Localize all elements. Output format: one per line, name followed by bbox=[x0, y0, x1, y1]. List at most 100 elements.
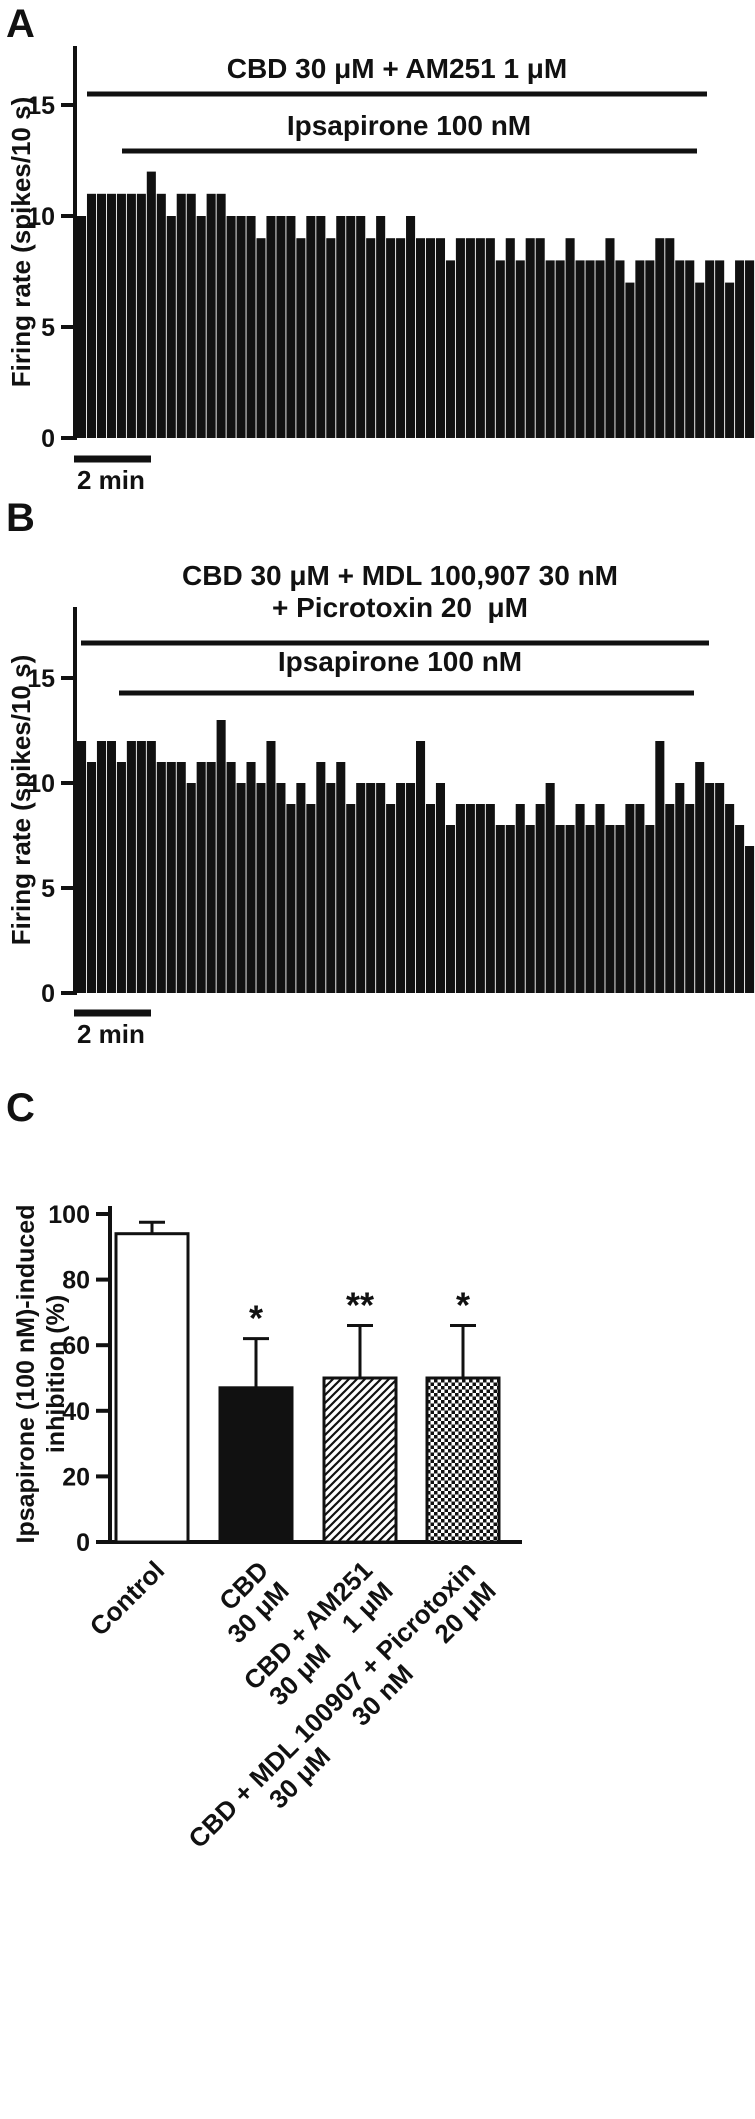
firing-rate-bin bbox=[725, 282, 735, 438]
firing-rate-bin bbox=[386, 238, 396, 438]
firing-rate-bin bbox=[525, 238, 535, 438]
y-tick-label: 5 bbox=[41, 314, 55, 342]
y-tick-label: 0 bbox=[41, 425, 55, 453]
firing-rate-bin bbox=[605, 238, 615, 438]
y-tick-label: 0 bbox=[41, 980, 55, 1008]
firing-rate-bin bbox=[615, 825, 625, 993]
firing-rate-bin bbox=[555, 260, 565, 438]
firing-rate-bin bbox=[136, 741, 146, 993]
firing-rate-bin bbox=[505, 825, 515, 993]
firing-rate-bin bbox=[595, 804, 605, 993]
firing-rate-bin bbox=[625, 804, 635, 993]
firing-rate-bin bbox=[525, 825, 535, 993]
firing-rate-bin bbox=[236, 216, 246, 438]
panel-b-label: B bbox=[6, 496, 35, 540]
time-scale-label: 2 min bbox=[77, 1019, 145, 1049]
firing-rate-bin bbox=[695, 282, 705, 438]
firing-rate-bin bbox=[266, 216, 276, 438]
treatment-label: + Picrotoxin 20 μM bbox=[272, 592, 528, 623]
firing-rate-bin bbox=[535, 804, 545, 993]
firing-rate-bin bbox=[166, 762, 176, 993]
y-tick-label: 10 bbox=[27, 203, 55, 231]
firing-rate-bin bbox=[495, 825, 505, 993]
firing-rate-bin bbox=[86, 762, 97, 993]
firing-rate-bin bbox=[475, 804, 485, 993]
firing-rate-bin bbox=[216, 193, 226, 438]
firing-rate-bin bbox=[246, 216, 256, 438]
firing-rate-bin bbox=[745, 846, 755, 993]
firing-rate-bin bbox=[455, 804, 465, 993]
firing-rate-bin bbox=[715, 783, 725, 993]
firing-rate-bin bbox=[406, 783, 416, 993]
firing-rate-bin bbox=[366, 783, 376, 993]
firing-rate-bin bbox=[136, 193, 146, 438]
firing-rate-bin bbox=[625, 282, 635, 438]
category-label: Control bbox=[84, 1555, 171, 1642]
firing-rate-bin bbox=[276, 216, 286, 438]
firing-rate-bin bbox=[515, 804, 525, 993]
firing-rate-bin bbox=[445, 825, 455, 993]
firing-rate-bin bbox=[286, 216, 296, 438]
treatment-label: Ipsapirone 100 nM bbox=[278, 646, 522, 677]
panel-c-label: C bbox=[6, 1086, 35, 1130]
firing-rate-bin bbox=[166, 216, 176, 438]
firing-rate-bin bbox=[206, 193, 216, 438]
firing-rate-bin bbox=[605, 825, 615, 993]
firing-rate-bin bbox=[366, 238, 376, 438]
firing-rate-bin bbox=[77, 216, 87, 438]
firing-rate-bin bbox=[545, 783, 555, 993]
firing-rate-bin bbox=[96, 741, 107, 993]
treatment-label: Ipsapirone 100 nM bbox=[287, 110, 531, 141]
firing-rate-bin bbox=[675, 260, 685, 438]
firing-rate-bin bbox=[416, 238, 426, 438]
firing-rate-bin bbox=[495, 260, 505, 438]
panel-a-label: A bbox=[6, 2, 35, 46]
firing-rate-bin bbox=[515, 260, 525, 438]
firing-rate-bin bbox=[376, 783, 386, 993]
firing-rate-bin bbox=[445, 260, 455, 438]
y-tick-label: 15 bbox=[27, 92, 55, 120]
firing-rate-bin bbox=[585, 260, 595, 438]
firing-rate-bin bbox=[535, 238, 545, 438]
firing-rate-bin bbox=[266, 741, 276, 993]
y-tick-label: 40 bbox=[62, 1398, 90, 1426]
y-tick-label: 60 bbox=[62, 1332, 90, 1360]
firing-rate-bin bbox=[156, 762, 166, 993]
firing-rate-bin bbox=[425, 238, 436, 438]
firing-rate-bin bbox=[465, 238, 475, 438]
significance-marker: ** bbox=[346, 1285, 374, 1326]
firing-rate-bin bbox=[665, 804, 675, 993]
firing-rate-bin bbox=[645, 825, 655, 993]
firing-rate-bin bbox=[236, 783, 246, 993]
firing-rate-bin bbox=[685, 804, 695, 993]
summary-bar bbox=[114, 1232, 190, 1544]
firing-rate-bin bbox=[306, 216, 316, 438]
firing-rate-bin bbox=[425, 804, 436, 993]
y-tick-label: 15 bbox=[27, 665, 55, 693]
firing-rate-bin bbox=[256, 238, 266, 438]
firing-rate-bin bbox=[156, 193, 166, 438]
firing-rate-bin bbox=[77, 741, 87, 993]
summary-bar bbox=[218, 1386, 294, 1544]
firing-rate-bin bbox=[615, 260, 625, 438]
summary-bar bbox=[322, 1376, 398, 1544]
firing-rate-bin bbox=[575, 260, 585, 438]
firing-rate-bin bbox=[126, 741, 136, 993]
y-tick-label: 0 bbox=[76, 1529, 90, 1557]
firing-rate-bin bbox=[116, 762, 126, 993]
firing-rate-bin bbox=[296, 783, 306, 993]
firing-rate-bin bbox=[485, 238, 495, 438]
y-axis-title: Firing rate (spikes/10 s) bbox=[6, 655, 36, 945]
firing-rate-bin bbox=[745, 260, 755, 438]
firing-rate-bin bbox=[106, 193, 116, 438]
firing-rate-bin bbox=[575, 804, 585, 993]
firing-rate-bin bbox=[176, 193, 186, 438]
firing-rate-bin bbox=[416, 741, 426, 993]
firing-rate-bin bbox=[565, 825, 575, 993]
firing-rate-bin bbox=[186, 193, 196, 438]
y-tick-label: 100 bbox=[48, 1201, 90, 1229]
firing-rate-bin bbox=[435, 238, 446, 438]
y-axis-title: Ipsapirone (100 nM)-induced bbox=[12, 1205, 40, 1544]
firing-rate-bin bbox=[396, 783, 406, 993]
